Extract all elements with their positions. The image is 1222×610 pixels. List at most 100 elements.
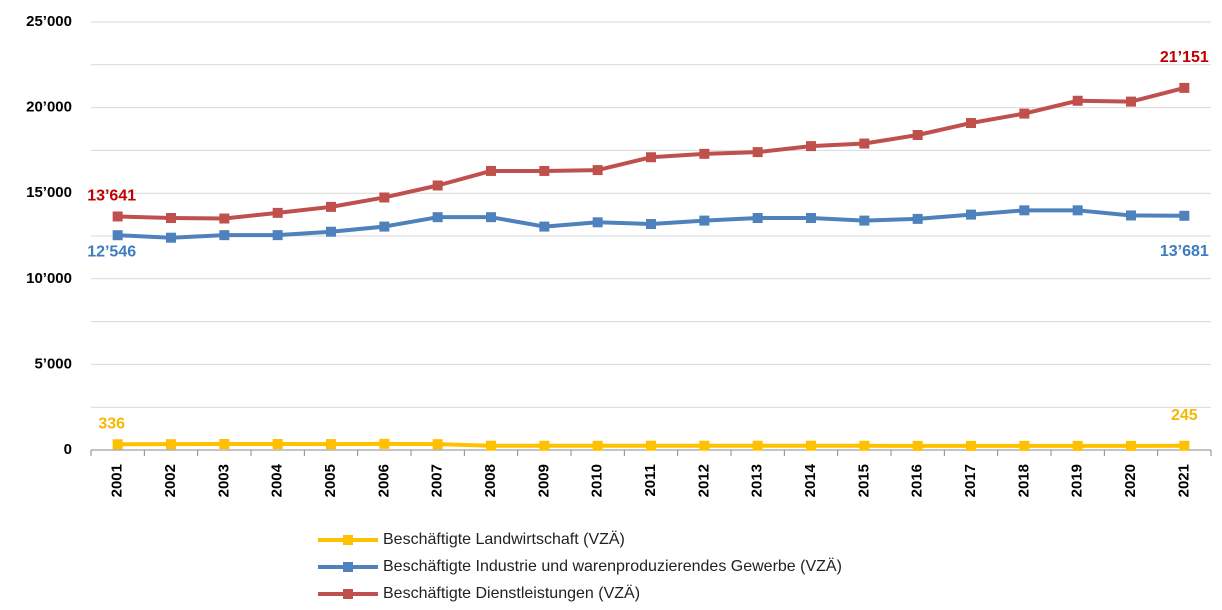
marker	[326, 226, 336, 237]
marker	[912, 440, 923, 451]
marker	[699, 215, 710, 226]
marker	[592, 440, 603, 451]
marker	[1072, 205, 1083, 216]
marker	[592, 165, 603, 176]
marker	[432, 439, 443, 450]
x-tick-label: 2015	[855, 464, 872, 497]
x-tick-label: 2002	[162, 464, 179, 497]
marker	[432, 212, 443, 223]
marker	[1126, 210, 1136, 221]
marker	[752, 147, 763, 158]
marker	[166, 213, 176, 224]
data-label: 13’641	[87, 188, 136, 205]
marker	[219, 213, 230, 224]
marker	[486, 440, 496, 451]
marker	[646, 152, 656, 163]
marker	[539, 440, 550, 451]
marker	[486, 165, 496, 176]
x-tick-label: 2017	[962, 464, 979, 497]
data-label: 21’151	[1160, 49, 1209, 66]
x-tick-label: 2005	[322, 464, 339, 497]
legend-label: Beschäftigte Dienstleistungen (VZÄ)	[383, 584, 640, 602]
marker	[1019, 108, 1030, 119]
legend-marker	[343, 535, 353, 545]
x-tick-label: 2012	[695, 464, 712, 497]
marker	[912, 213, 923, 224]
marker	[1072, 440, 1083, 451]
x-tick-label: 2018	[1015, 464, 1032, 497]
marker	[539, 221, 550, 232]
y-tick-label: 25’000	[26, 13, 72, 30]
y-tick-label: 15’000	[26, 184, 72, 201]
marker	[859, 215, 870, 226]
y-tick-label: 5’000	[34, 355, 72, 372]
marker	[592, 217, 603, 228]
x-tick-label: 2001	[109, 464, 126, 497]
x-tick-label: 2016	[909, 464, 926, 497]
legend-marker	[343, 589, 353, 599]
marker	[699, 148, 710, 159]
marker	[112, 211, 123, 222]
marker	[859, 440, 870, 451]
x-tick-label: 2014	[802, 463, 819, 497]
marker	[219, 439, 230, 450]
x-tick-label: 2006	[375, 464, 392, 497]
x-tick-label: 2010	[589, 464, 606, 497]
marker	[646, 219, 656, 230]
marker	[1179, 210, 1190, 221]
data-label: 13’681	[1160, 243, 1209, 260]
marker	[486, 212, 496, 223]
marker	[326, 439, 336, 450]
marker	[912, 129, 923, 140]
marker	[806, 213, 816, 224]
marker	[806, 440, 816, 451]
x-tick-label: 2020	[1122, 464, 1139, 497]
legend-label: Beschäftigte Landwirtschaft (VZÄ)	[383, 530, 625, 548]
marker	[1179, 82, 1190, 93]
marker	[166, 232, 176, 243]
x-tick-label: 2003	[215, 464, 232, 497]
marker	[379, 221, 390, 232]
marker	[219, 230, 230, 241]
x-tick-label: 2009	[535, 464, 552, 497]
x-tick-label: 2004	[269, 463, 286, 497]
data-label: 245	[1171, 407, 1198, 424]
marker	[859, 138, 870, 149]
y-tick-label: 20’000	[26, 99, 72, 116]
marker	[966, 440, 976, 451]
marker	[699, 440, 710, 451]
marker	[752, 440, 763, 451]
marker	[1019, 205, 1030, 216]
marker	[326, 201, 336, 212]
marker	[272, 439, 283, 450]
marker	[966, 118, 976, 129]
legend-label: Beschäftigte Industrie und warenproduzie…	[383, 557, 842, 575]
marker	[166, 439, 176, 450]
marker	[272, 230, 283, 241]
y-tick-label: 10’000	[26, 270, 72, 287]
marker	[432, 180, 443, 191]
marker	[272, 207, 283, 218]
x-tick-label: 2008	[482, 464, 499, 497]
marker	[379, 192, 390, 203]
marker	[539, 165, 550, 176]
x-tick-label: 2021	[1175, 464, 1192, 497]
marker	[1019, 440, 1030, 451]
marker	[1072, 95, 1083, 106]
x-tick-label: 2013	[749, 464, 766, 497]
marker	[112, 439, 123, 450]
legend-marker	[343, 562, 353, 572]
marker	[806, 141, 816, 152]
marker	[379, 438, 390, 449]
y-tick-label: 0	[64, 441, 72, 458]
marker	[966, 209, 976, 220]
marker	[1126, 440, 1136, 451]
marker	[646, 440, 656, 451]
x-tick-label: 2011	[642, 464, 659, 497]
marker	[112, 230, 123, 241]
x-tick-label: 2007	[429, 464, 446, 497]
data-label: 336	[98, 415, 125, 432]
marker	[1179, 440, 1190, 451]
marker	[752, 213, 763, 224]
